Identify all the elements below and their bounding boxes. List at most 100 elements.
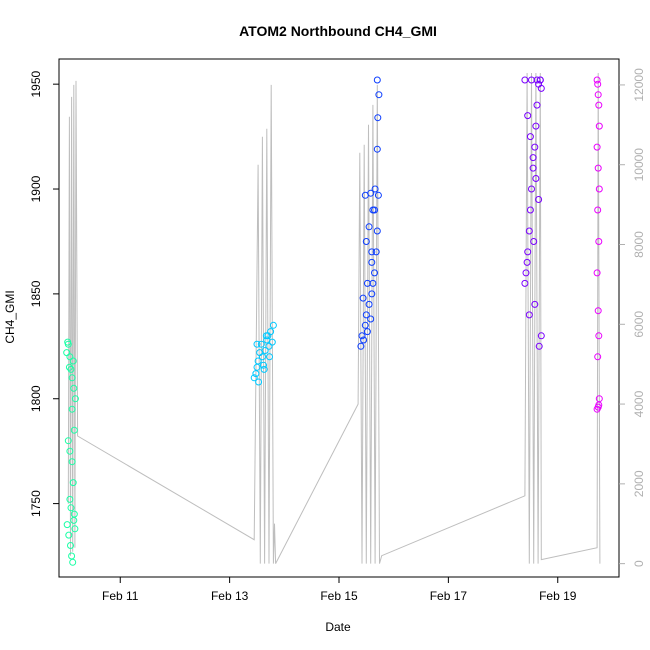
data-point xyxy=(255,378,263,386)
data-point xyxy=(521,76,529,84)
altitude-line xyxy=(67,72,601,564)
data-point xyxy=(594,353,602,361)
data-point xyxy=(71,525,79,533)
series-flight-1 xyxy=(63,338,79,566)
data-point xyxy=(528,185,535,193)
data-point xyxy=(66,447,74,455)
data-point xyxy=(367,189,375,197)
data-point xyxy=(529,164,537,172)
data-point xyxy=(595,101,603,109)
data-point xyxy=(260,365,268,373)
data-point xyxy=(365,300,373,308)
data-point xyxy=(67,542,74,549)
data-point xyxy=(362,311,370,319)
x-tick-label: Feb 13 xyxy=(211,589,249,603)
data-point xyxy=(67,365,75,373)
data-point xyxy=(71,395,79,403)
data-point xyxy=(375,91,383,99)
data-point xyxy=(594,80,602,88)
data-point xyxy=(373,145,381,153)
y-right-tick-label: 8000 xyxy=(632,231,646,258)
data-point xyxy=(70,384,78,392)
data-point xyxy=(535,342,543,350)
data-point xyxy=(257,340,265,348)
data-point xyxy=(267,328,275,336)
data-point xyxy=(526,133,534,141)
data-point xyxy=(374,114,382,122)
data-point xyxy=(68,458,76,466)
data-point xyxy=(260,361,267,369)
chart-title: ATOM2 Northbound CH4_GMI xyxy=(239,23,437,39)
data-point xyxy=(63,521,71,529)
points-layer xyxy=(63,76,603,566)
data-point xyxy=(369,206,377,214)
data-point xyxy=(532,175,540,182)
series-flight-2 xyxy=(250,321,277,386)
data-point xyxy=(537,332,545,340)
data-point xyxy=(373,227,381,235)
data-point xyxy=(266,353,273,361)
data-point xyxy=(360,336,368,344)
y-right-tick-label: 10000 xyxy=(632,148,646,182)
series-flight-5 xyxy=(593,76,603,413)
data-point xyxy=(65,531,73,539)
data-point xyxy=(595,401,603,409)
y-right-tick-label: 0 xyxy=(632,560,646,567)
data-point xyxy=(68,374,76,382)
data-point xyxy=(595,185,603,193)
y-axis-right: 0 2000 4000 6000 8000 10000 12000 xyxy=(619,68,646,567)
x-tick-label: Feb 15 xyxy=(320,589,358,603)
series-flight-3 xyxy=(357,76,383,350)
y-right-tick-label: 2000 xyxy=(632,470,646,497)
data-point xyxy=(374,191,382,199)
data-point xyxy=(258,353,266,361)
data-point xyxy=(595,238,603,245)
data-point xyxy=(363,328,371,336)
data-point xyxy=(526,206,534,214)
data-point xyxy=(64,437,72,445)
data-point xyxy=(265,342,273,350)
data-point xyxy=(523,258,531,266)
data-point xyxy=(524,248,532,256)
data-point xyxy=(524,112,532,120)
y-right-tick-label: 4000 xyxy=(632,390,646,417)
data-point xyxy=(252,370,260,378)
data-point xyxy=(65,363,73,371)
data-point xyxy=(254,357,262,365)
data-point xyxy=(373,76,381,84)
data-point xyxy=(368,248,376,256)
data-point xyxy=(362,238,370,245)
x-axis-label: Date xyxy=(325,620,351,634)
data-point xyxy=(69,558,77,566)
data-point xyxy=(64,338,72,346)
data-point xyxy=(67,504,75,512)
data-point xyxy=(533,101,541,109)
x-tick-label: Feb 19 xyxy=(539,589,577,603)
x-axis: Feb 11 Feb 13 Feb 15 Feb 17 Feb 19 xyxy=(102,577,577,603)
x-tick-label: Feb 11 xyxy=(102,589,139,603)
y-tick-label: 1900 xyxy=(29,175,43,202)
y-tick-label: 1950 xyxy=(29,70,43,97)
data-point xyxy=(533,76,541,84)
data-point xyxy=(70,426,78,434)
data-point xyxy=(372,248,380,256)
x-tick-label: Feb 17 xyxy=(430,589,468,603)
data-point xyxy=(522,269,530,277)
data-point xyxy=(66,495,74,503)
y-axis-label: CH4_GMI xyxy=(3,290,17,343)
data-point xyxy=(594,206,602,214)
y-axis: 1750 1800 1850 1900 1950 xyxy=(29,70,59,517)
data-point xyxy=(363,279,371,287)
data-point xyxy=(250,374,258,382)
data-point xyxy=(536,76,544,84)
series-flight-4 xyxy=(521,76,545,350)
data-point xyxy=(357,342,365,350)
data-point xyxy=(531,300,539,308)
y-tick-label: 1750 xyxy=(29,490,43,517)
data-point xyxy=(593,76,601,84)
data-point xyxy=(361,321,369,329)
data-point xyxy=(253,340,261,348)
data-point xyxy=(358,332,366,340)
data-point xyxy=(70,516,78,524)
